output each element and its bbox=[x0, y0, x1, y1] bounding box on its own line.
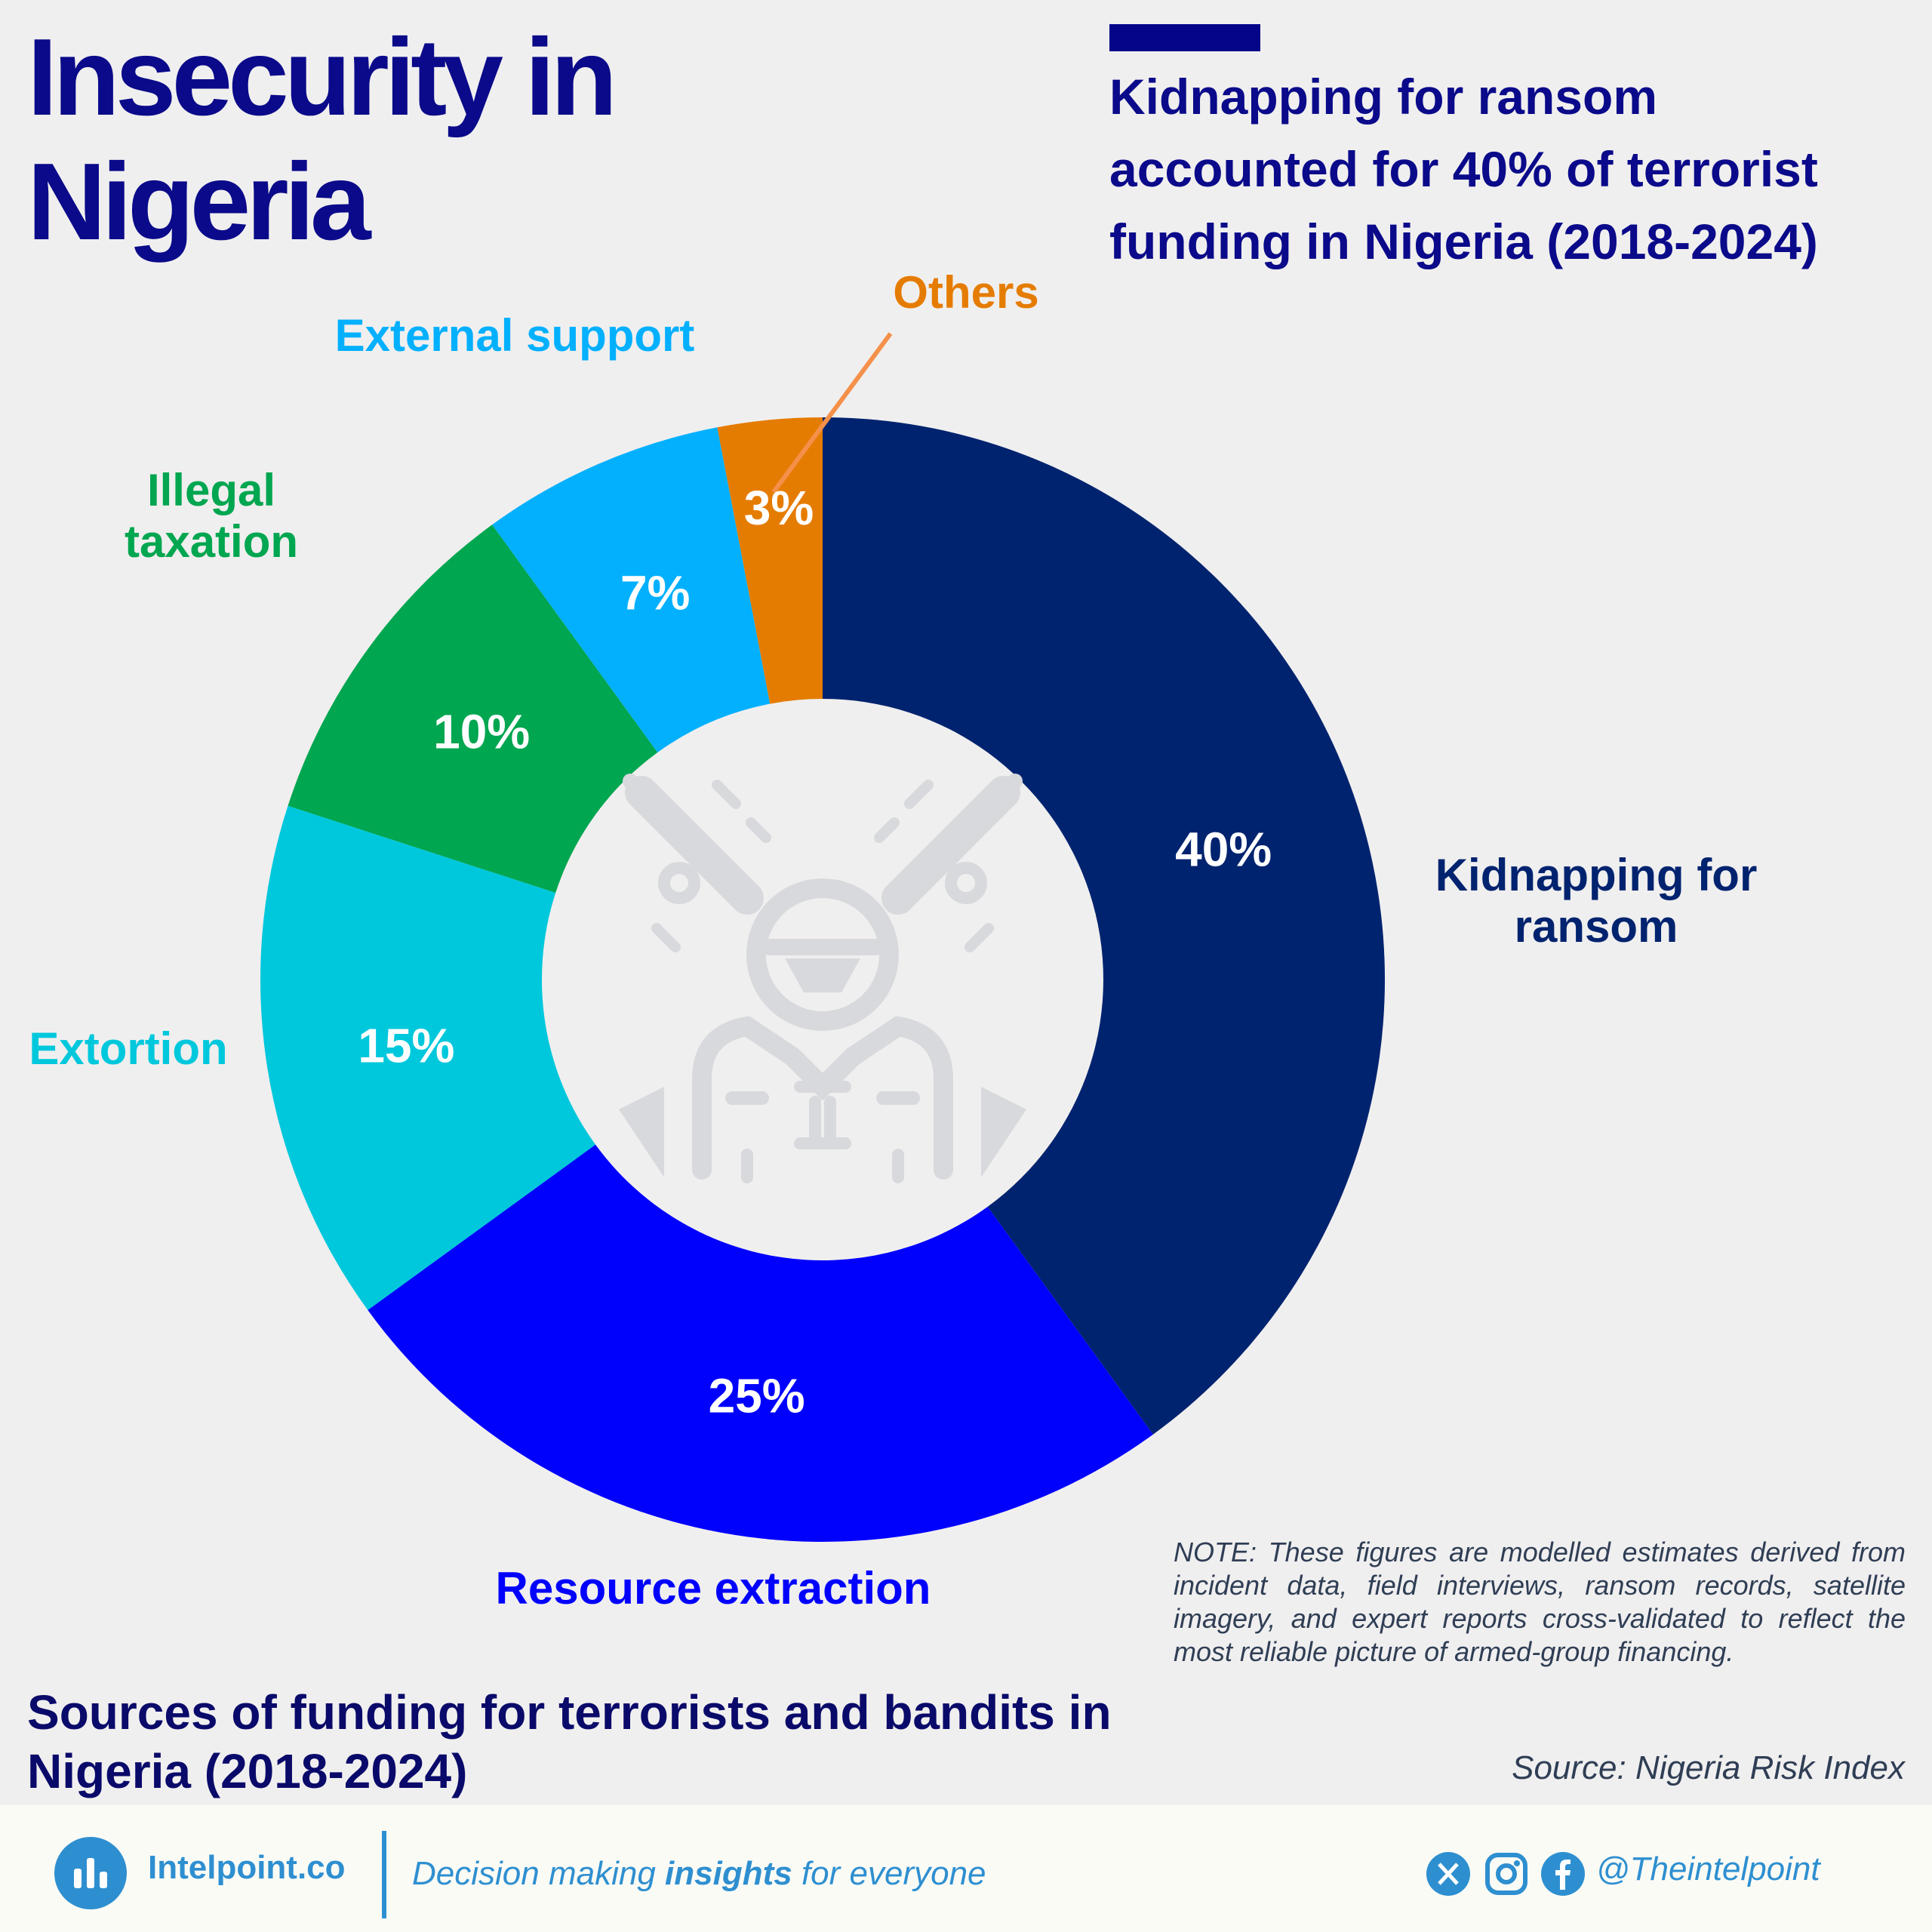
category-label-extortion: Extortion bbox=[29, 1023, 227, 1074]
value-label-others: 3% bbox=[744, 481, 814, 535]
slice-resource-extraction bbox=[368, 1144, 1153, 1542]
slice-kidnapping-for-ransom bbox=[823, 417, 1385, 1435]
headline-line-2: accounted for 40% of terrorist bbox=[1109, 141, 1818, 197]
bandit-watermark-icon bbox=[623, 774, 1023, 1183]
social-handle[interactable]: @Theintelpoint bbox=[1596, 1850, 1820, 1887]
category-label-others: Others bbox=[893, 267, 1038, 318]
x-icon[interactable] bbox=[1426, 1852, 1470, 1896]
subtitle-line-1: Sources of funding for terrorists and ba… bbox=[27, 1685, 1112, 1740]
headline-accent-bar bbox=[1109, 24, 1260, 51]
category-label-illegal-taxation: Illegal taxation bbox=[125, 465, 298, 567]
footer: Intelpoint.co Decision making insights f… bbox=[0, 1805, 1932, 1932]
slice-extortion bbox=[260, 805, 596, 1310]
headline-line-1: Kidnapping for ransom bbox=[1109, 69, 1657, 125]
title-line-2: Nigeria bbox=[27, 140, 371, 263]
value-label-external-support: 7% bbox=[620, 565, 691, 620]
footer-divider bbox=[382, 1831, 386, 1918]
tagline: Decision making insights for everyone bbox=[412, 1855, 986, 1892]
bandit-mask-icon bbox=[619, 958, 1026, 1177]
headline-line-3: funding in Nigeria (2018-2024) bbox=[1109, 214, 1818, 269]
slice-others bbox=[717, 417, 823, 704]
value-label-extortion: 15% bbox=[358, 1018, 454, 1072]
donut-chart: 40% Kidnapping for ransom 25% Resource extra… bbox=[29, 267, 1758, 1614]
instagram-icon[interactable] bbox=[1484, 1852, 1528, 1896]
value-label-resource-extraction: 25% bbox=[709, 1369, 805, 1423]
others-leader-line bbox=[771, 332, 893, 494]
value-label-illegal-taxation: 10% bbox=[433, 705, 530, 759]
category-label-external-support: External support bbox=[335, 310, 695, 361]
logo-icon[interactable] bbox=[54, 1837, 127, 1909]
slice-external-support bbox=[492, 427, 771, 753]
brand-name[interactable]: Intelpoint.co bbox=[148, 1849, 346, 1886]
page-title: Insecurity in Nigeria bbox=[27, 15, 617, 264]
slice-illegal-taxation bbox=[288, 525, 658, 894]
source-credit: Source: Nigeria Risk Index bbox=[1512, 1749, 1905, 1786]
chart-subtitle: Sources of funding for terrorists and ba… bbox=[27, 1683, 1235, 1801]
facebook-icon[interactable] bbox=[1541, 1852, 1585, 1896]
value-label-kidnapping-for-ransom: 40% bbox=[1175, 822, 1272, 876]
methodology-note: NOTE: These figures are modelled estimat… bbox=[1174, 1537, 1906, 1667]
headline: Kidnapping for ransom accounted for 40% … bbox=[1109, 60, 1909, 278]
category-label-resource-extraction: Resource extraction bbox=[496, 1563, 931, 1614]
subtitle-line-2: Nigeria (2018-2024) bbox=[27, 1744, 468, 1798]
title-line-1: Insecurity in bbox=[27, 16, 617, 138]
category-label-kidnapping-for-ransom: Kidnapping for ransom bbox=[1435, 850, 1758, 952]
